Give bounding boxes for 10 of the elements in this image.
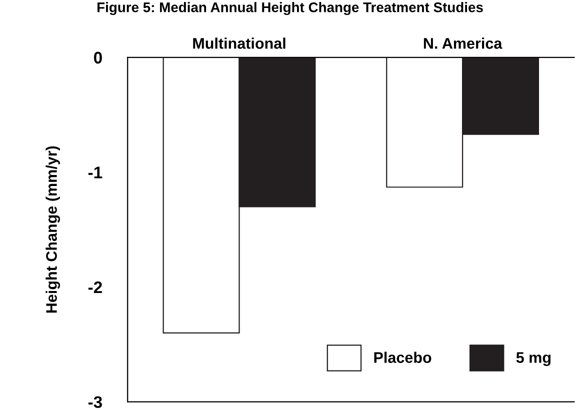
x-tick-label: N. America <box>424 38 502 49</box>
y-tick-label: -3 <box>88 396 102 408</box>
y-tick-label: -2 <box>88 281 102 294</box>
legend-label: Placebo <box>374 352 432 363</box>
x-tick-label: Multinational <box>193 38 286 49</box>
chart-title: Figure 5: Median Annual Height Change Treatment Studies <box>98 2 483 16</box>
legend-label: 5 mg <box>516 352 550 366</box>
y-tick-label: 0 <box>94 52 102 64</box>
y-tick-label: -1 <box>88 166 102 178</box>
y-axis-title: Height Change (mm/yr) <box>46 146 60 313</box>
